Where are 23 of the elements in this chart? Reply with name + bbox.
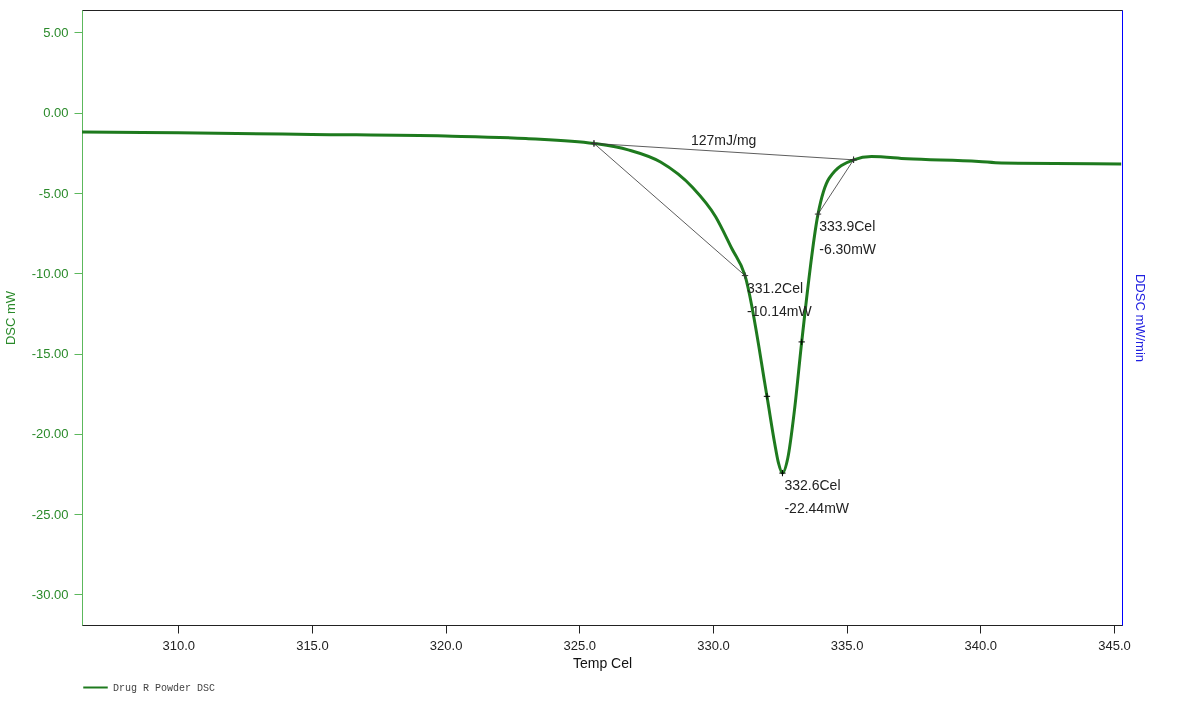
y-tick-label: -30.00 xyxy=(31,586,69,602)
annotation: 127mJ/mg xyxy=(690,131,757,148)
y-tick-label: -20.00 xyxy=(31,426,69,442)
y-tick-label: -10.00 xyxy=(31,265,69,281)
legend-label: Drug R Powder DSC xyxy=(113,682,216,694)
y-tick-label: -15.00 xyxy=(31,346,69,362)
y-tick-label: 0.00 xyxy=(43,105,69,121)
x-tick-label: 320.0 xyxy=(429,637,463,653)
y-tick-label: -25.00 xyxy=(31,506,69,522)
x-tick-label: 310.0 xyxy=(162,637,196,653)
annotation: 332.6Cel -22.44mW xyxy=(784,477,850,517)
annotation: 333.9Cel -6.30mW xyxy=(819,217,877,257)
x-tick-label: 325.0 xyxy=(563,637,597,653)
y2-axis-title: DDSC mW/min xyxy=(1132,273,1148,363)
x-tick-label: 340.0 xyxy=(964,637,998,653)
y-axis-title: DSC mW xyxy=(2,290,18,346)
x-tick-label: 345.0 xyxy=(1098,637,1131,653)
y-tick-label: 5.00 xyxy=(43,24,69,40)
x-tick-label: 330.0 xyxy=(697,637,730,653)
x-tick-label: 315.0 xyxy=(296,637,329,653)
x-tick-label: 335.0 xyxy=(830,637,864,653)
x-axis-title: Temp Cel xyxy=(572,654,633,671)
y-tick-label: -5.00 xyxy=(38,185,69,201)
